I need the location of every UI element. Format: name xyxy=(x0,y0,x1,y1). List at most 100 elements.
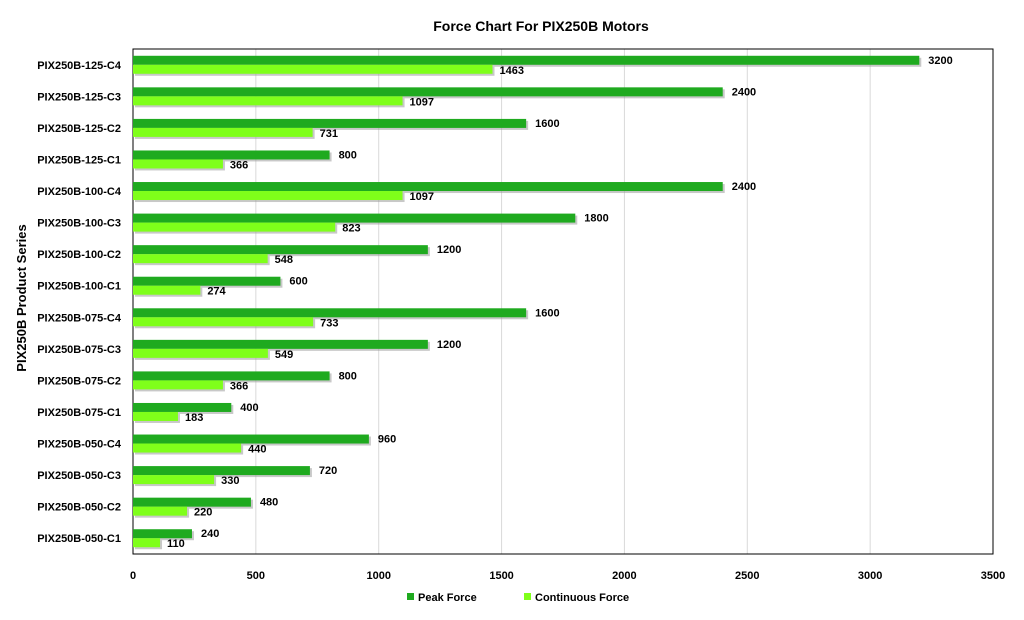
bar-peak-force xyxy=(133,55,920,65)
bar-peak-force xyxy=(133,497,251,507)
data-label-continuous-force: 1097 xyxy=(410,191,434,203)
category-label: PIX250B-050-C4 xyxy=(37,439,122,451)
bar-continuous-force xyxy=(133,506,188,516)
x-tick-label: 2500 xyxy=(735,570,759,582)
category-label: PIX250B-050-C3 xyxy=(37,470,121,482)
x-tick-label: 1000 xyxy=(366,570,390,582)
x-tick-label: 1500 xyxy=(489,570,513,582)
bar-peak-force xyxy=(133,308,527,318)
bar-continuous-force xyxy=(133,127,313,137)
data-label-peak-force: 2400 xyxy=(732,86,756,98)
data-label-continuous-force: 823 xyxy=(342,223,360,235)
category-label: PIX250B-050-C1 xyxy=(37,533,121,545)
y-axis-label: PIX250B Product Series xyxy=(14,224,29,371)
data-label-peak-force: 1600 xyxy=(535,118,559,130)
data-label-peak-force: 3200 xyxy=(928,55,952,67)
bar-continuous-force xyxy=(133,538,161,548)
legend-item-continuous-force-swatch xyxy=(524,593,531,600)
data-label-continuous-force: 731 xyxy=(320,128,338,140)
plot-area-frame xyxy=(132,48,994,555)
x-tick-label: 3500 xyxy=(981,570,1005,582)
category-label: PIX250B-125-C4 xyxy=(37,60,122,72)
data-label-peak-force: 800 xyxy=(339,370,357,382)
bar-continuous-force xyxy=(133,254,268,264)
data-label-peak-force: 480 xyxy=(260,497,278,509)
bar-continuous-force xyxy=(133,96,403,106)
category-label: PIX250B-075-C1 xyxy=(37,407,121,419)
bar-peak-force xyxy=(133,276,281,286)
data-label-peak-force: 720 xyxy=(319,465,337,477)
data-label-continuous-force: 274 xyxy=(207,286,226,298)
category-label: PIX250B-050-C2 xyxy=(37,502,121,514)
data-label-continuous-force: 548 xyxy=(275,254,293,266)
bar-peak-force xyxy=(133,339,428,349)
data-label-peak-force: 800 xyxy=(339,149,357,161)
chart-title: Force Chart For PIX250B Motors xyxy=(433,18,649,34)
bar-continuous-force xyxy=(133,222,336,232)
bar-peak-force xyxy=(133,150,330,160)
bar-continuous-force xyxy=(133,411,178,421)
category-label: PIX250B-125-C1 xyxy=(37,154,121,166)
bar-peak-force xyxy=(133,118,527,128)
data-label-continuous-force: 366 xyxy=(230,159,248,171)
data-label-peak-force: 1200 xyxy=(437,244,461,256)
bar-peak-force xyxy=(133,434,369,444)
data-label-peak-force: 600 xyxy=(289,276,307,288)
data-label-peak-force: 960 xyxy=(378,434,396,446)
legend: Peak Force Continuous Force xyxy=(407,592,629,604)
bar-peak-force xyxy=(133,87,723,97)
data-label-peak-force: 1200 xyxy=(437,339,461,351)
data-label-continuous-force: 220 xyxy=(194,507,212,519)
bar-continuous-force xyxy=(133,191,403,201)
x-tick-label: 2000 xyxy=(612,570,636,582)
data-label-continuous-force: 1463 xyxy=(499,65,523,77)
data-label-peak-force: 1800 xyxy=(584,213,608,225)
legend-item-peak-force-swatch xyxy=(407,593,414,600)
category-label: PIX250B-125-C3 xyxy=(37,91,121,103)
data-label-continuous-force: 440 xyxy=(248,444,266,456)
data-labels: 3200146324001097160073180036624001097180… xyxy=(167,55,953,550)
x-tick-label: 500 xyxy=(247,570,265,582)
bar-continuous-force xyxy=(133,443,242,453)
bar-peak-force xyxy=(133,402,232,412)
category-label: PIX250B-125-C2 xyxy=(37,123,121,135)
data-label-continuous-force: 110 xyxy=(167,538,185,550)
legend-item-peak-force-label: Peak Force xyxy=(418,592,477,604)
bar-continuous-force xyxy=(133,285,201,295)
category-label: PIX250B-075-C2 xyxy=(37,375,121,387)
data-label-continuous-force: 733 xyxy=(320,317,338,329)
bars xyxy=(133,55,922,550)
bar-peak-force xyxy=(133,182,723,192)
x-tick-label: 3000 xyxy=(858,570,882,582)
bar-peak-force xyxy=(133,245,428,255)
bar-peak-force xyxy=(133,213,576,223)
category-label: PIX250B-075-C3 xyxy=(37,344,121,356)
data-label-continuous-force: 330 xyxy=(221,475,239,487)
data-label-peak-force: 240 xyxy=(201,528,219,540)
data-label-continuous-force: 1097 xyxy=(410,96,434,108)
legend-item-continuous-force-label: Continuous Force xyxy=(535,592,629,604)
bar-peak-force xyxy=(133,466,310,476)
category-label: PIX250B-100-C3 xyxy=(37,218,121,230)
data-label-peak-force: 400 xyxy=(240,402,258,414)
category-labels: PIX250B-125-C4 PIX250B-125-C3 PIX250B-125-… xyxy=(37,60,122,545)
data-label-peak-force: 2400 xyxy=(732,181,756,193)
data-label-continuous-force: 549 xyxy=(275,349,293,361)
bar-continuous-force xyxy=(133,348,268,358)
data-label-peak-force: 1600 xyxy=(535,307,559,319)
bar-peak-force xyxy=(133,529,192,539)
bar-continuous-force xyxy=(133,64,493,74)
category-label: PIX250B-075-C4 xyxy=(37,312,122,324)
x-tick-label: 0 xyxy=(130,570,136,582)
category-label: PIX250B-100-C2 xyxy=(37,249,121,261)
data-label-continuous-force: 366 xyxy=(230,380,248,392)
category-label: PIX250B-100-C4 xyxy=(37,186,122,198)
category-label: PIX250B-100-C1 xyxy=(37,281,121,293)
bar-peak-force xyxy=(133,371,330,381)
bar-continuous-force xyxy=(133,475,215,485)
bar-continuous-force xyxy=(133,317,314,327)
x-tick-labels: 0 500 1000 1500 2000 2500 3000 3500 xyxy=(130,570,1005,582)
bar-continuous-force xyxy=(133,159,223,169)
